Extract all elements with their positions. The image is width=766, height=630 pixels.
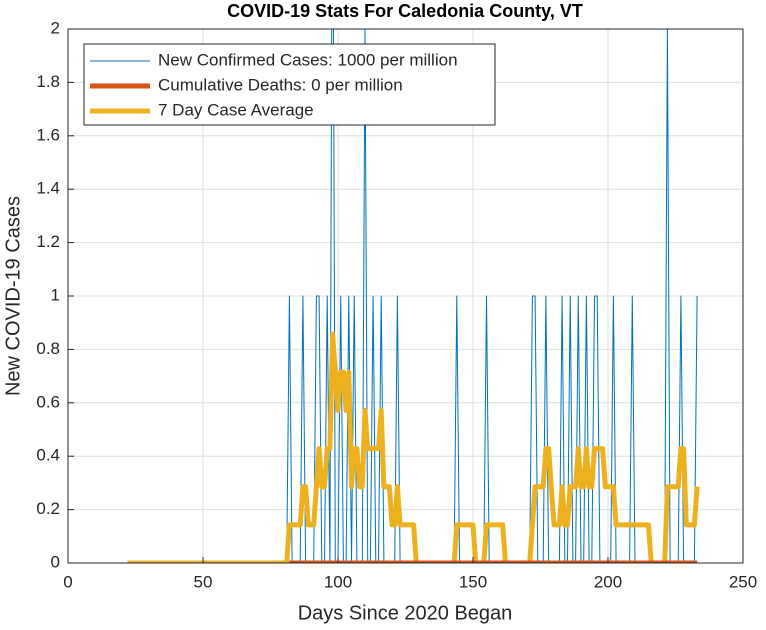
x-tick-label: 50 bbox=[194, 572, 213, 591]
legend-box bbox=[83, 43, 496, 126]
y-tick-label: 0.4 bbox=[36, 446, 60, 465]
x-tick-label: 150 bbox=[459, 572, 487, 591]
y-axis-label: New COVID-19 Cases bbox=[2, 196, 24, 396]
y-tick-label: 1.8 bbox=[36, 72, 60, 91]
x-axis-label: Days Since 2020 Began bbox=[298, 602, 513, 624]
y-tick-label: 1 bbox=[51, 285, 60, 304]
legend-label: Cumulative Deaths: 0 per million bbox=[158, 75, 403, 94]
labels: 0 50 100 150 200 250 0 0.2 0.4 0.6 0.8 1 1.2 1.4 1.6 1.… bbox=[36, 18, 757, 591]
x-tick-label: 100 bbox=[324, 572, 352, 591]
y-tick-label: 0.8 bbox=[36, 339, 60, 358]
series-line bbox=[127, 331, 700, 563]
x-tick-label: 250 bbox=[729, 572, 757, 591]
legend: New Confirmed Cases: 1000 per million Cum… bbox=[83, 43, 496, 126]
legend-label: 7 Day Case Average bbox=[158, 100, 314, 119]
y-tick-label: 1.4 bbox=[36, 179, 60, 198]
y-tick-label: 0.6 bbox=[36, 392, 60, 411]
y-tick-label: 0 bbox=[51, 552, 60, 571]
x-tick-label: 0 bbox=[63, 572, 72, 591]
y-tick-label: 1.2 bbox=[36, 232, 60, 251]
x-tick-label: 200 bbox=[594, 572, 622, 591]
legend-label: New Confirmed Cases: 1000 per million bbox=[158, 50, 458, 69]
y-tick-label: 2 bbox=[51, 18, 60, 37]
y-tick-label: 0.2 bbox=[36, 499, 60, 518]
marks bbox=[127, 29, 700, 563]
chart-title: COVID-19 Stats For Caledonia County, VT bbox=[227, 1, 583, 21]
y-tick-label: 1.6 bbox=[36, 125, 60, 144]
